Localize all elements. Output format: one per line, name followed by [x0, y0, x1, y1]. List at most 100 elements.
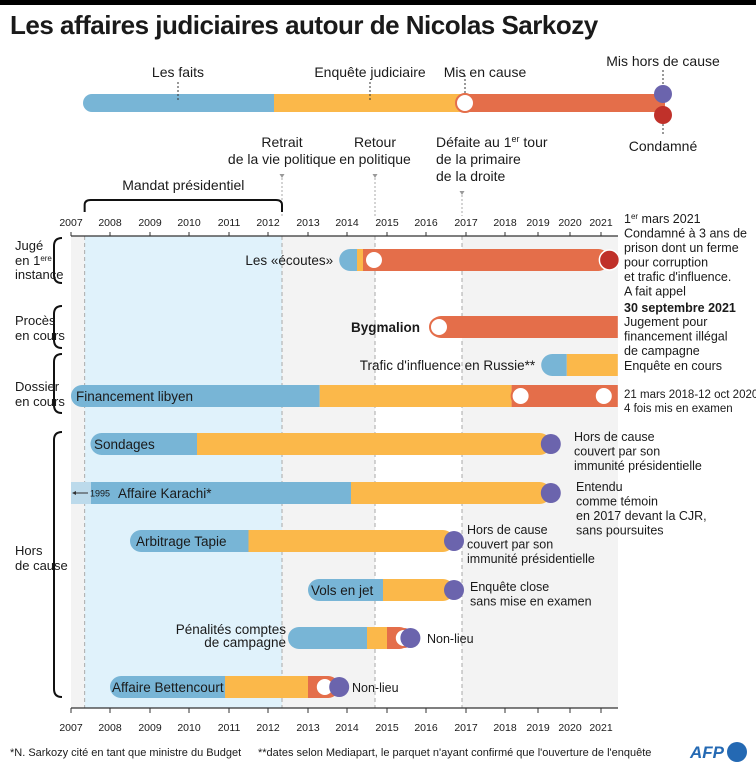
event-label: Retrait — [261, 134, 302, 150]
x-tick-label: 2017 — [454, 722, 478, 734]
note-sondages: immunité présidentielle — [574, 459, 702, 473]
bar-investigation — [248, 530, 454, 552]
x-tick-label: 2019 — [526, 217, 550, 229]
affair-name: Les «écoutes» — [245, 253, 333, 268]
bar-investigation — [367, 627, 387, 649]
note-bygmalion: Jugement pour — [624, 315, 707, 329]
x-tick-label: 2011 — [218, 722, 241, 734]
legend-cleared-label: Mis hors de cause — [606, 53, 720, 69]
convicted-marker — [598, 249, 621, 271]
group-label: en cours — [15, 328, 65, 343]
note-vols: Enquête close — [470, 580, 549, 594]
note-karachi: sans poursuites — [576, 524, 664, 538]
bar-implicated — [511, 385, 618, 407]
top-bar — [0, 0, 756, 5]
facts-start-label: 1995 — [90, 489, 110, 499]
note-libyen: 21 mars 2018-12 oct 2020 — [624, 389, 756, 401]
x-tick-label: 2013 — [296, 217, 320, 229]
cleared-marker — [444, 531, 464, 551]
note-ecoutes: prison dont un ferme — [624, 241, 739, 255]
x-tick-label: 2014 — [335, 217, 359, 229]
group-label: en cours — [15, 394, 65, 409]
x-tick-label: 2015 — [375, 722, 399, 734]
x-tick-label: 2012 — [256, 217, 280, 229]
x-tick-label: 2020 — [558, 217, 582, 229]
note-karachi: Entendu — [576, 480, 623, 494]
affair-name: Vols en jet — [311, 583, 374, 598]
note-bygmalion: financement illégal — [624, 330, 728, 344]
note-bygmalion: de campagne — [624, 344, 700, 358]
event-label: en politique — [339, 151, 411, 167]
group-label: de cause — [15, 558, 68, 573]
presidency-bracket — [83, 199, 283, 212]
affair-name: Arbitrage Tapie — [136, 534, 227, 549]
afp-logo-circle — [727, 742, 747, 762]
arrow-left-icon — [72, 491, 76, 495]
note-russie: Enquête en cours — [624, 359, 722, 373]
band-grey-2 — [462, 236, 618, 708]
bar-facts — [541, 354, 567, 376]
event-label: de la vie politique — [228, 151, 336, 167]
note-ecoutes: 1er mars 2021 — [624, 212, 701, 227]
note-tapie: couvert par son — [467, 538, 553, 552]
implicated-marker — [593, 386, 614, 406]
affair-name: Pénalités comptes — [176, 622, 287, 637]
note-libyen: 4 fois mis en examen — [624, 403, 733, 415]
x-tick-label: 2016 — [414, 217, 438, 229]
bar-implicated — [363, 249, 610, 271]
bar-facts — [339, 249, 357, 271]
legend-implicated-bar — [465, 94, 665, 112]
presidency-band — [84, 236, 283, 708]
x-tick-label: 2014 — [335, 722, 359, 734]
x-tick-label: 2009 — [138, 722, 162, 734]
x-tick-label: 2018 — [493, 217, 517, 229]
bar-investigation — [357, 249, 363, 271]
presidency-label: Mandat présidentiel — [122, 177, 244, 193]
cleared-marker — [400, 628, 421, 648]
band-pre — [71, 236, 85, 708]
legend-investigation-label: Enquête judiciaire — [314, 64, 426, 80]
x-tick-label: 2007 — [59, 217, 83, 229]
note-karachi: en 2017 devant la CJR, — [576, 509, 707, 523]
note-bygmalion-date: 30 septembre 2021 — [624, 301, 736, 315]
event-label: Retour — [354, 134, 396, 150]
bar-investigation — [225, 676, 308, 698]
x-tick-label: 2015 — [375, 217, 399, 229]
x-tick-label: 2010 — [177, 217, 201, 229]
note-bettencourt: Non-lieu — [352, 681, 399, 695]
affair-name: de campagne — [204, 635, 286, 650]
cleared-marker — [540, 434, 561, 454]
legend-cleared-marker — [654, 85, 672, 103]
chart-title: Les affaires judiciaires autour de Nicol… — [10, 10, 598, 40]
note-sondages: Hors de cause — [574, 430, 655, 444]
x-tick-label: 2008 — [98, 722, 122, 734]
event-label: Défaite au 1er tour — [436, 134, 548, 150]
note-tapie: immunité présidentielle — [467, 552, 595, 566]
group-label: Jugé — [15, 238, 43, 253]
note-penalites: Non-lieu — [427, 632, 474, 646]
affair-name: Affaire Bettencourt — [112, 680, 224, 695]
bar-investigation — [383, 579, 454, 601]
event-arrow — [459, 191, 465, 195]
note-sondages: couvert par son — [574, 445, 660, 459]
x-tick-label: 2013 — [296, 722, 320, 734]
bar-investigation — [319, 385, 512, 407]
note-karachi: comme témoin — [576, 495, 658, 509]
x-tick-label: 2009 — [138, 217, 162, 229]
bar-facts — [308, 579, 383, 601]
group-bracket — [53, 431, 63, 698]
x-tick-label: 2016 — [414, 722, 438, 734]
x-tick-label: 2019 — [526, 722, 550, 734]
group-bracket — [53, 305, 63, 349]
group-label: Procès — [15, 313, 56, 328]
x-tick-label: 2007 — [59, 722, 83, 734]
bar-facts — [110, 676, 225, 698]
footnote-2: **dates selon Mediapart, le parquet n'ay… — [258, 747, 651, 759]
event-label: de la primaire — [436, 151, 521, 167]
bar-investigation — [351, 482, 551, 504]
note-ecoutes: pour corruption — [624, 256, 708, 270]
bar-facts — [90, 433, 197, 455]
event-arrow — [372, 174, 378, 178]
bar-implicated — [430, 316, 618, 338]
